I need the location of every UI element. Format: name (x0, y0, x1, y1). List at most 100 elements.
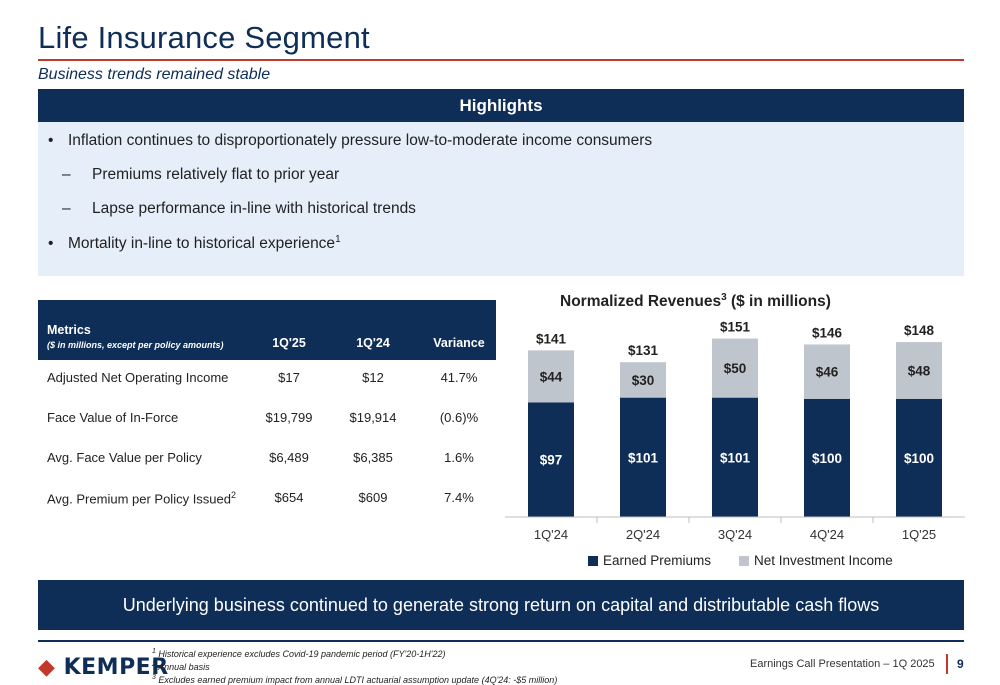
row-label-text: Avg. Face Value per Policy (47, 450, 202, 465)
tick-label: 1Q'25 (902, 527, 936, 542)
logo-text: KEMPER (63, 655, 169, 680)
footnote-ref: 2 (231, 490, 237, 500)
footer-separator (946, 654, 948, 674)
total-label: $151 (720, 320, 751, 335)
legend-swatch (588, 556, 598, 566)
legend-label: Net Investment Income (754, 553, 893, 568)
data-label: $101 (628, 450, 659, 465)
dash-mark: – (62, 166, 71, 183)
table-row: Face Value of In-Force $19,799 $19,914 (… (38, 400, 496, 440)
total-label: $141 (536, 331, 567, 346)
table-cell: 7.4% (444, 490, 474, 505)
logo-mark: ◆ (38, 655, 56, 680)
footnote-text: Historical experience excludes Covid-19 … (155, 649, 446, 659)
table-row: Avg. Premium per Policy Issued2 $654 $60… (38, 480, 496, 520)
data-label: $97 (540, 453, 563, 468)
footnote: 2 Annual basis (152, 661, 210, 672)
row-label: Adjusted Net Operating Income (47, 370, 228, 385)
table-cell: $6,385 (353, 450, 393, 465)
table-cell: $12 (362, 370, 384, 385)
table-cell: $6,489 (269, 450, 309, 465)
data-label: $48 (908, 363, 931, 378)
data-label: $100 (904, 451, 934, 466)
tick-label: 1Q'24 (534, 527, 568, 542)
row-label: Avg. Premium per Policy Issued2 (47, 490, 236, 506)
takeaway-banner: Underlying business continued to generat… (38, 580, 964, 630)
footnote-number: 3 (152, 674, 156, 681)
dash-mark: – (62, 200, 71, 217)
data-label: $50 (724, 361, 747, 376)
highlight-text: Inflation continues to disproportionatel… (68, 132, 653, 149)
column-header: 1Q'25 (272, 336, 306, 350)
highlight-item: • Mortality in-line to historical experie… (48, 234, 341, 253)
table-cell: (0.6)% (439, 410, 479, 425)
bar-segment (712, 338, 758, 398)
column-header: 1Q'24 (356, 336, 390, 350)
footnote-number: 2 (152, 661, 156, 668)
table-cell: $654 (274, 490, 304, 505)
metrics-table-header: Metrics ($ in millions, except per polic… (38, 300, 496, 360)
data-label: $100 (812, 451, 842, 466)
tick-label: 3Q'24 (718, 527, 752, 542)
highlight-text: Premiums relatively flat to prior year (92, 166, 340, 183)
data-label: $44 (540, 369, 563, 384)
highlight-text: Mortality in-line to historical experien… (68, 235, 336, 253)
metrics-table: Metrics ($ in millions, except per polic… (38, 300, 496, 520)
metrics-heading: Metrics (47, 323, 91, 337)
highlight-item: • Inflation continues to disproportionate… (48, 132, 652, 150)
bar-segment (528, 402, 574, 517)
data-label: $101 (720, 450, 751, 465)
presentation-label: Earnings Call Presentation – 1Q 2025 (750, 658, 935, 670)
page-number: 9 (957, 657, 964, 671)
revenue-bar-chart: $97 $44 $141 1Q'24 $101 $30 $131 2Q'24 $101 $50 $1… (505, 320, 965, 568)
table-cell: $17 (278, 370, 300, 385)
chart-title-text: Normalized Revenues (560, 293, 722, 311)
footnote-ref: 3 (721, 292, 727, 303)
bar-segment (528, 350, 574, 403)
bar-segment (620, 397, 666, 517)
table-row: Adjusted Net Operating Income $17 $12 41… (38, 360, 496, 400)
tick-label: 2Q'24 (626, 527, 660, 542)
tick-label: 4Q'24 (810, 527, 844, 542)
highlight-item: – Premiums relatively flat to prior year (62, 166, 339, 184)
row-label-text: Adjusted Net Operating Income (47, 370, 229, 385)
table-cell: 41.7% (440, 370, 478, 385)
highlight-text: Lapse performance in-line with historica… (92, 200, 416, 217)
table-cell: 1.6% (444, 450, 474, 465)
legend-swatch (739, 556, 749, 566)
metrics-subheading: ($ in millions, except per policy amount… (47, 340, 224, 350)
page-subtitle: Business trends remained stable (38, 66, 271, 83)
bullet-mark: • (48, 235, 54, 253)
bar-segment (896, 398, 942, 517)
data-label: $46 (816, 365, 839, 380)
footnote-ref: 1 (335, 234, 341, 245)
highlight-item: – Lapse performance in-line with historic… (62, 200, 416, 218)
column-header: Variance (433, 336, 485, 350)
footnote-number: 1 (152, 648, 156, 655)
footnote: 1 Historical experience excludes Covid-1… (152, 648, 445, 659)
highlights-panel: • Inflation continues to disproportionate… (38, 122, 964, 276)
highlights-heading: Highlights (38, 89, 964, 122)
table-row: Avg. Face Value per Policy $6,489 $6,385… (38, 440, 496, 480)
total-label: $146 (812, 325, 843, 340)
legend-label: Earned Premiums (603, 553, 711, 568)
footnote-text: Excludes earned premium impact from annu… (155, 675, 558, 685)
bullet-mark: • (48, 132, 54, 149)
row-label: Face Value of In-Force (47, 410, 178, 425)
row-label-text: Avg. Premium per Policy Issued (47, 491, 231, 507)
table-cell: $19,914 (349, 410, 397, 425)
bar-segment (896, 342, 942, 399)
row-label-text: Face Value of In-Force (47, 410, 179, 425)
row-label: Avg. Face Value per Policy (47, 450, 202, 465)
bar-segment (804, 398, 850, 517)
bar-segment (620, 362, 666, 398)
page-title: Life Insurance Segment (38, 20, 370, 55)
company-logo: ◆ KEMPER (38, 655, 169, 680)
footer-divider (38, 640, 964, 642)
total-label: $148 (904, 323, 935, 338)
total-label: $131 (628, 343, 659, 358)
title-divider (38, 59, 964, 61)
footnote-text: Annual basis (155, 662, 210, 672)
bar-segment (804, 344, 850, 399)
bar-segment (712, 397, 758, 517)
